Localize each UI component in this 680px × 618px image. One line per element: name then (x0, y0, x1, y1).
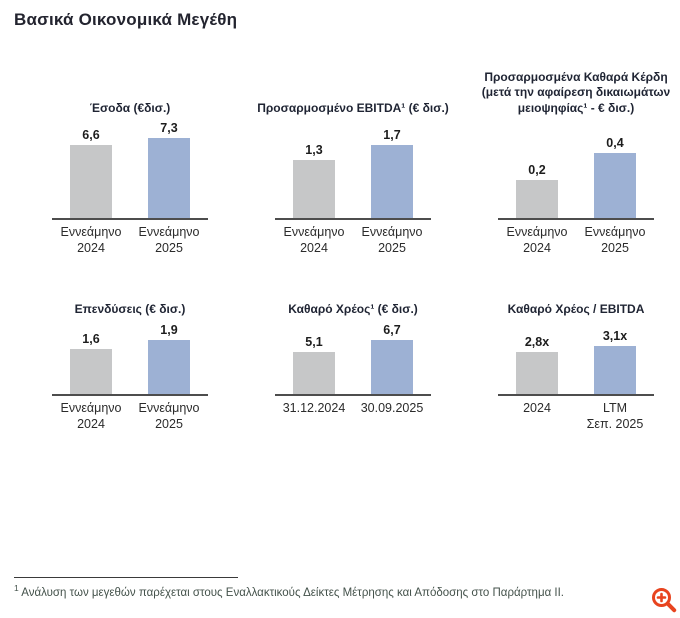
bar-group: 2,8x (498, 335, 576, 394)
charts-grid: Έσοδα (€δισ.) 6,6 7,3 Εννεάμηνο 2024 Ενν… (40, 68, 670, 433)
bar-group: 5,1 (275, 335, 353, 394)
value-label: 2,8x (524, 334, 550, 349)
category-labels-row: 2024 LTM Σεπ. 2025 (498, 400, 654, 433)
chart-title: Έσοδα (€δισ.) (89, 100, 171, 115)
category-label: LTM Σεπ. 2025 (586, 400, 644, 431)
bar-group: 1,9 (130, 323, 208, 394)
category-label: Εννεάμηνο 2025 (138, 225, 200, 256)
bar-group: 3,1x (576, 329, 654, 394)
zoom-in-magnifier-icon (652, 588, 677, 613)
category-labels-row: Εννεάμηνο 2024 Εννεάμηνο 2025 (498, 224, 654, 257)
bar-prev-period (293, 351, 335, 394)
plot-area: 2,8x 3,1x (498, 322, 654, 396)
footnote-superscript: 1 (14, 583, 19, 593)
footnote-text: 1 Ανάλυση των μεγεθών παρέχεται στους Εν… (14, 583, 666, 601)
plot-area: 1,6 1,9 (52, 322, 208, 396)
value-label: 1,6 (82, 331, 100, 346)
category-labels-row: Εννεάμηνο 2024 Εννεάμηνο 2025 (52, 224, 208, 257)
chart-title: Καθαρό Χρέος¹ (€ δισ.) (288, 302, 418, 317)
category-label: 30.09.2025 (360, 400, 424, 415)
footnote: 1 Ανάλυση των μεγεθών παρέχεται στους Εν… (14, 577, 666, 601)
chart-card: Προσαρμοσμένα Καθαρά Κέρδη (μετά την αφα… (482, 68, 670, 257)
category-label: Εννεάμηνο 2025 (584, 225, 646, 256)
bar-group: 6,7 (353, 323, 431, 394)
value-label: 1,3 (305, 143, 323, 157)
zoom-in-icon[interactable] (650, 586, 678, 614)
category-labels-row: Εννεάμηνο 2024 Εννεάμηνο 2025 (275, 224, 431, 257)
value-label: 1,7 (383, 128, 401, 142)
bar-prev-period (516, 351, 558, 394)
category-labels-row: 31.12.2024 30.09.2025 (275, 400, 431, 416)
bar-group: 1,6 (52, 332, 130, 394)
chart-title: Καθαρό Χρέος / EBITDA (507, 302, 645, 317)
category-label: 2024 (523, 400, 551, 415)
bar-curr-period (148, 138, 190, 218)
value-label: 3,1x (602, 328, 628, 343)
category-label: Εννεάμηνο 2025 (138, 400, 200, 431)
category-label: Εννεάμηνο 2024 (506, 225, 568, 256)
chart-card: Καθαρό Χρέος¹ (€ δισ.) 5,1 6,7 31.12.202… (263, 270, 443, 433)
bar-prev-period (70, 145, 112, 218)
value-label: 1,9 (160, 322, 178, 337)
bar-group: 1,3 (275, 143, 353, 218)
value-label: 6,7 (383, 322, 401, 337)
chart-card: Έσοδα (€δισ.) 6,6 7,3 Εννεάμηνο 2024 Ενν… (40, 68, 220, 257)
bar-curr-period (371, 145, 413, 218)
category-label: Εννεάμηνο 2024 (60, 400, 122, 431)
bar-group: 0,4 (576, 136, 654, 218)
bar-prev-period (70, 348, 112, 394)
chart-title: Προσαρμοσμένα Καθαρά Κέρδη (μετά την αφα… (481, 69, 671, 115)
bar-curr-period (371, 339, 413, 394)
footnote-body: Ανάλυση των μεγεθών παρέχεται στους Εναλ… (18, 586, 565, 599)
chart-card: Επενδύσεις (€ δισ.) 1,6 1,9 Εννεάμηνο 20… (40, 270, 220, 433)
category-label: Εννεάμηνο 2024 (283, 225, 345, 256)
bar-group: 1,7 (353, 128, 431, 218)
bar-curr-period (594, 345, 636, 394)
category-label: Εννεάμηνο 2025 (361, 225, 423, 256)
page-title: Βασικά Οικονομικά Μεγέθη (14, 10, 238, 29)
plot-area: 5,1 6,7 (275, 322, 431, 396)
value-label: 0,2 (528, 163, 546, 177)
value-label: 7,3 (160, 121, 178, 135)
bar-curr-period (148, 339, 190, 394)
value-label: 5,1 (305, 334, 323, 349)
value-label: 0,4 (606, 136, 624, 150)
bar-prev-period (293, 160, 335, 218)
value-label: 6,6 (82, 128, 100, 142)
category-label: Εννεάμηνο 2024 (60, 225, 122, 256)
bar-group: 6,6 (52, 128, 130, 218)
plot-area: 0,2 0,4 (498, 120, 654, 220)
bar-prev-period (516, 180, 558, 218)
chart-title: Επενδύσεις (€ δισ.) (74, 302, 186, 317)
category-labels-row: Εννεάμηνο 2024 Εννεάμηνο 2025 (52, 400, 208, 433)
plot-area: 6,6 7,3 (52, 120, 208, 220)
plot-area: 1,3 1,7 (275, 120, 431, 220)
chart-card: Προσαρμοσμένο EBITDA¹ (€ δισ.) 1,3 1,7 Ε… (257, 68, 449, 257)
bar-group: 7,3 (130, 121, 208, 218)
footnote-divider (14, 577, 238, 578)
chart-card: Καθαρό Χρέος / EBITDA 2,8x 3,1x 2024 LTM… (486, 270, 666, 433)
bar-curr-period (594, 153, 636, 218)
bar-group: 0,2 (498, 163, 576, 218)
chart-title: Προσαρμοσμένο EBITDA¹ (€ δισ.) (257, 100, 449, 115)
category-label: 31.12.2024 (282, 400, 346, 415)
